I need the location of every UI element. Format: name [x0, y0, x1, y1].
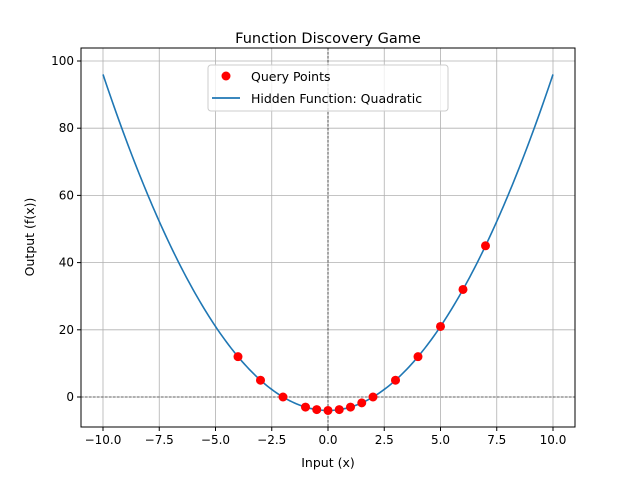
y-tick-label: 60: [59, 188, 74, 202]
x-tick-label: 5.0: [431, 433, 450, 447]
query-point: [233, 352, 243, 362]
x-tick-label: 0.0: [318, 433, 337, 447]
x-axis-label: Input (x): [301, 455, 355, 470]
x-tick-label: −10.0: [85, 433, 122, 447]
legend-frame: [207, 64, 449, 112]
query-point: [323, 405, 333, 415]
reference-lines: [81, 48, 575, 427]
x-tick-label: −5.0: [201, 433, 230, 447]
y-tick-label: 80: [59, 121, 74, 135]
x-axis-ticks: −10.0 −7.5 −5.0 −2.5 0.0 2.5 5.0 7.5 10.0: [85, 427, 567, 447]
x-tick-label: −7.5: [145, 433, 174, 447]
y-tick-label: 20: [59, 323, 74, 337]
y-tick-label: 100: [51, 54, 74, 68]
legend-label-query-points: Query Points: [251, 69, 331, 84]
legend-label-hidden-function: Hidden Function: Quadratic: [251, 91, 422, 106]
query-point: [256, 375, 265, 385]
x-tick-label: 2.5: [375, 433, 394, 447]
query-point: [458, 284, 468, 294]
query-point: [278, 392, 288, 402]
query-point: [368, 392, 378, 402]
query-point: [413, 352, 423, 362]
legend: Query Points Hidden Function: Quadratic: [207, 64, 449, 112]
y-axis-ticks: 0 20 40 60 80 100: [51, 54, 81, 404]
x-tick-label: 7.5: [487, 433, 506, 447]
y-axis-label: Output (f(x)): [22, 198, 37, 277]
query-point: [391, 375, 400, 385]
y-tick-label: 0: [66, 390, 74, 404]
query-point: [346, 402, 355, 412]
query-point: [357, 398, 367, 408]
y-tick-label: 40: [59, 256, 74, 270]
query-point: [436, 321, 445, 331]
chart-title: Function Discovery Game: [235, 31, 421, 47]
x-tick-label: −2.5: [257, 433, 286, 447]
query-point: [312, 405, 322, 415]
legend-marker-query-points: [221, 71, 231, 81]
query-point: [334, 405, 344, 415]
x-tick-label: 10.0: [540, 433, 567, 447]
query-points-series: [233, 241, 490, 415]
query-point: [301, 402, 310, 412]
query-point: [481, 241, 490, 251]
